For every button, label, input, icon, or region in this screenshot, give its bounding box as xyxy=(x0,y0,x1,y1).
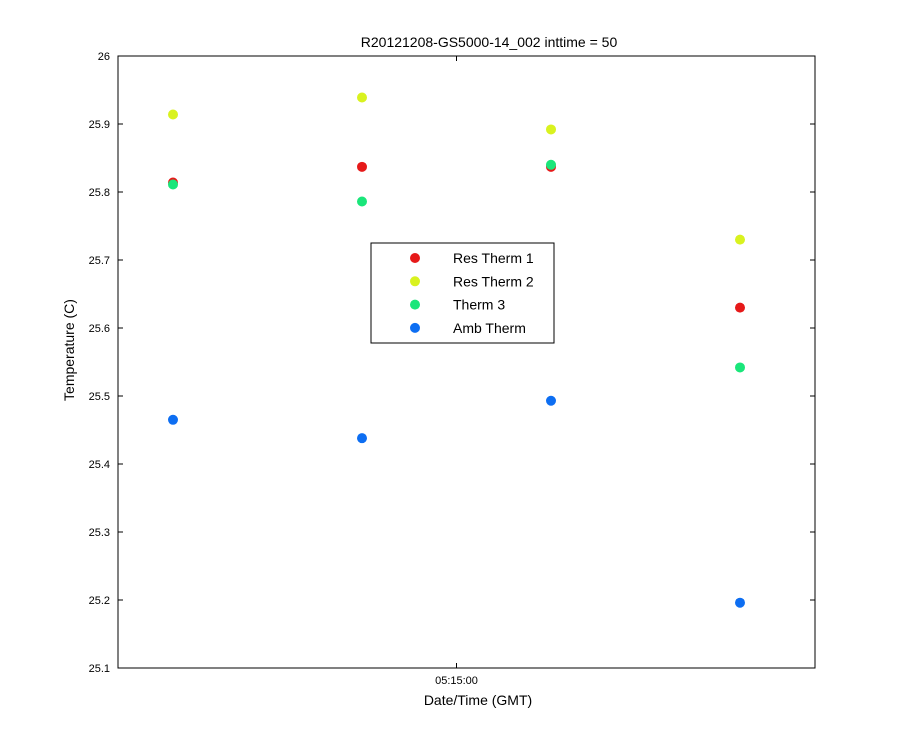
y-tick-label: 26 xyxy=(98,51,110,63)
data-point-series-3 xyxy=(735,597,745,608)
data-point-series-2 xyxy=(546,159,556,170)
legend-label: Res Therm 1 xyxy=(453,250,534,266)
y-tick-label: 25.2 xyxy=(89,595,110,607)
data-point-series-3 xyxy=(357,433,367,444)
legend: Res Therm 1 Res Therm 2 Therm 3 Amb Therm xyxy=(370,242,555,344)
chart-title: R20121208-GS5000-14_002 inttime = 50 xyxy=(361,34,618,50)
data-point-series-1 xyxy=(546,124,556,135)
y-axis-ticks: 25.1 25.2 25.3 25.4 25.5 25.6 25.7 25.8 25.9 26 xyxy=(89,51,815,675)
legend-label: Amb Therm xyxy=(453,320,526,336)
legend-marker xyxy=(410,322,420,333)
y-tick-label: 25.3 xyxy=(89,527,110,539)
data-point-series-1 xyxy=(735,234,745,245)
y-tick-label: 25.6 xyxy=(89,323,110,335)
data-point-series-1 xyxy=(168,109,178,120)
data-points xyxy=(168,92,745,608)
legend-marker xyxy=(410,276,420,287)
y-tick-label: 25.1 xyxy=(89,663,110,675)
data-point-series-0 xyxy=(357,161,367,172)
y-tick-label: 25.8 xyxy=(89,187,110,199)
y-tick-label: 25.4 xyxy=(89,459,110,471)
data-point-series-2 xyxy=(168,179,178,190)
data-point-series-3 xyxy=(168,414,178,425)
legend-label: Res Therm 2 xyxy=(453,273,534,289)
x-tick-label: 05:15:00 xyxy=(435,675,478,687)
x-axis-label: Date/Time (GMT) xyxy=(424,692,532,708)
data-point-series-3 xyxy=(546,395,556,406)
data-point-series-2 xyxy=(357,196,367,207)
y-axis-label: Temperature (C) xyxy=(61,299,77,401)
legend-marker xyxy=(410,299,420,310)
plot-area xyxy=(117,55,816,669)
y-tick-label: 25.9 xyxy=(89,119,110,131)
x-axis-ticks: 05:15:00 xyxy=(435,56,478,687)
legend-box xyxy=(370,242,555,344)
legend-marker xyxy=(410,253,420,263)
data-point-series-2 xyxy=(735,362,745,373)
y-tick-label: 25.7 xyxy=(89,255,110,267)
data-point-series-1 xyxy=(357,92,367,103)
data-point-series-0 xyxy=(735,302,745,313)
legend-label: Therm 3 xyxy=(453,297,505,313)
y-tick-label: 25.5 xyxy=(89,391,110,403)
